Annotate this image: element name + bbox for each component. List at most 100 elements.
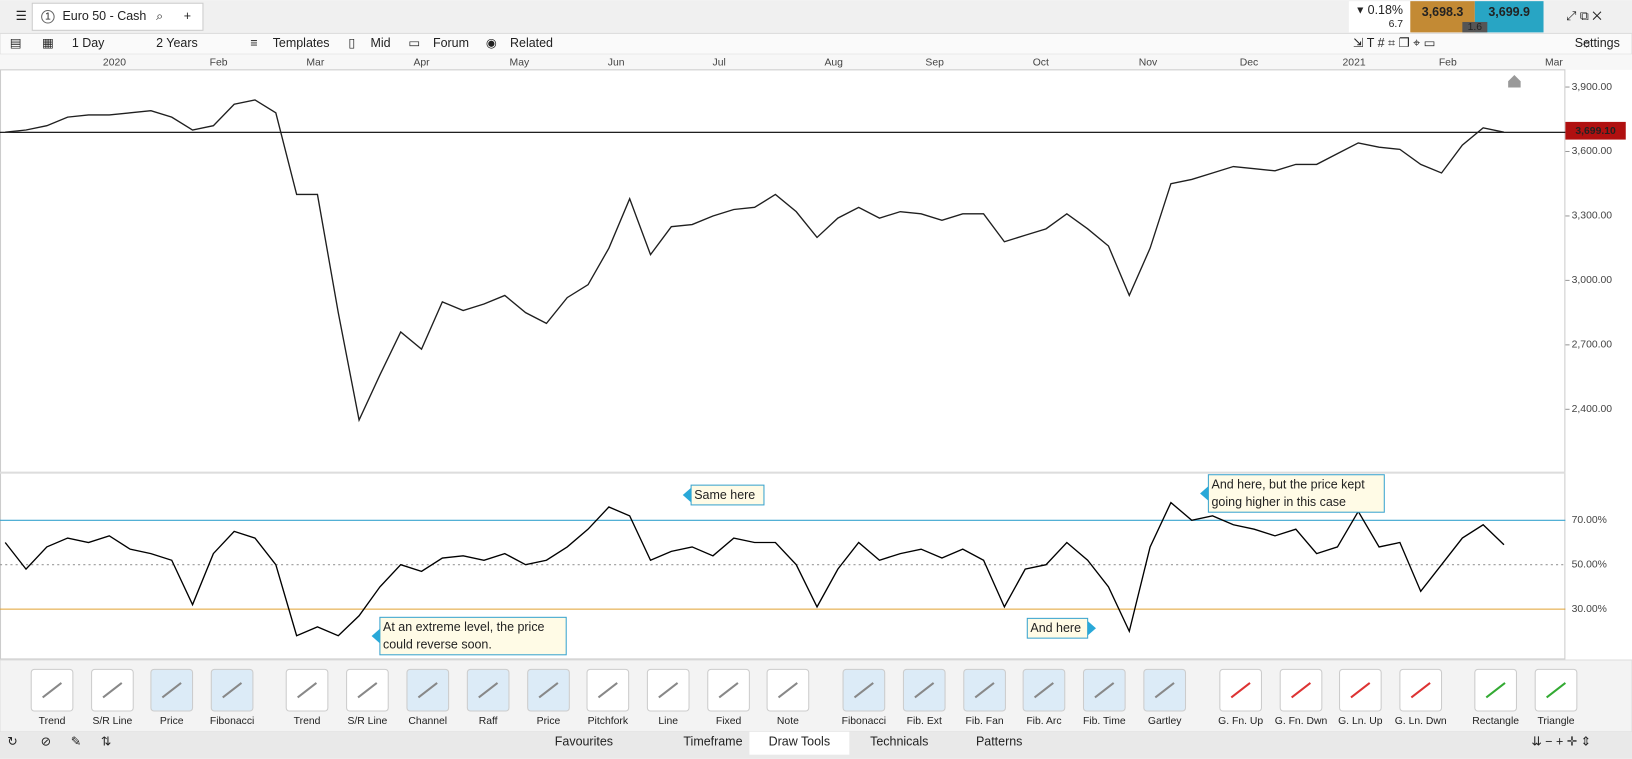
tool-label[interactable]: Price (537, 716, 561, 727)
window-controls[interactable]: ⤢ ⧉ ✕ (1565, 9, 1601, 23)
x-tick-label: Sep (925, 57, 944, 68)
instrument-tab[interactable] (31, 2, 204, 31)
toolbar-item[interactable]: Mid (371, 36, 391, 50)
layout-icon[interactable]: ▦ (42, 36, 54, 50)
annotation-pointer (682, 487, 692, 503)
arrows-icon[interactable]: ⇅ (101, 735, 111, 749)
tab[interactable]: Favourites (555, 735, 613, 749)
tool-label[interactable]: Raff (479, 716, 498, 727)
annotation-pointer (1200, 486, 1209, 501)
tool-label[interactable]: Gartley (1148, 716, 1182, 727)
tool-label[interactable]: Fib. Fan (966, 716, 1004, 727)
tool-label[interactable]: Fibonacci (842, 716, 886, 727)
tool-label[interactable]: Fib. Arc (1026, 716, 1061, 727)
tool-label[interactable]: G. Ln. Dwn (1395, 716, 1447, 727)
change-box (1348, 1, 1411, 33)
tool-label[interactable]: Trend (39, 716, 66, 727)
tool-label[interactable]: Line (658, 716, 678, 727)
tool-label[interactable]: Fib. Ext (907, 716, 942, 727)
tool-glyph (718, 682, 739, 699)
tool-label[interactable]: Fibonacci (210, 716, 254, 727)
zoom-icons[interactable]: ⇊ − + ✛ ⇕ (1531, 735, 1591, 749)
tool-label[interactable]: Channel (408, 716, 447, 727)
tool-glyph (1094, 682, 1115, 699)
active-tab (749, 731, 850, 755)
interval[interactable]: 1 Day (72, 36, 105, 50)
tab[interactable]: Technicals (870, 735, 928, 749)
buy-price[interactable]: 3,699.9 (1488, 5, 1530, 19)
tool-label[interactable]: Note (777, 716, 799, 727)
toolbar-item[interactable]: Forum (433, 36, 469, 50)
sell-price[interactable]: 3,698.3 (1422, 5, 1464, 19)
plot-frame (0, 69, 1566, 660)
settings-icon[interactable]: ☼ (1581, 36, 1592, 50)
tool-label[interactable]: S/R Line (347, 716, 387, 727)
y-tick-label: 3,600.00 (1572, 146, 1613, 157)
clear-icon[interactable]: ⊘ (41, 735, 51, 749)
toolbar-icon[interactable]: ◉ (486, 36, 497, 50)
x-tick-label: 2021 (1343, 57, 1366, 68)
settings[interactable]: Settings (1575, 36, 1620, 50)
panel-divider (0, 471, 1566, 474)
tool-glyph (658, 682, 679, 699)
range[interactable]: 2 Years (156, 36, 198, 50)
spread-box (1462, 21, 1488, 33)
instrument-name: Euro 50 - Cash (62, 9, 146, 23)
list-icon[interactable]: ▤ (10, 36, 22, 50)
current-price-box (1565, 121, 1626, 140)
tool-label[interactable]: Price (160, 716, 184, 727)
y-tick-label: 30.00% (1572, 604, 1607, 615)
tab[interactable]: Draw Tools (769, 735, 830, 749)
time-axis (0, 54, 1632, 70)
x-tick-label: Apr (413, 57, 430, 68)
annotation-box[interactable] (1207, 474, 1385, 513)
add-tab[interactable]: + (184, 9, 191, 23)
x-tick-label: Nov (1139, 57, 1158, 68)
x-tick-label: Jul (713, 57, 726, 68)
search-icon[interactable]: ⌕ (156, 9, 163, 23)
annotation-text: And here, but the price kept (1212, 477, 1366, 491)
annotation-box[interactable] (379, 616, 567, 656)
y-tick-label: 2,700.00 (1572, 340, 1613, 351)
x-tick-label: May (510, 57, 530, 68)
tool-glyph (1410, 682, 1431, 699)
change-percent: 0.18% (1368, 3, 1403, 17)
tool-glyph (161, 682, 182, 699)
toolbar-icon[interactable]: ▯ (348, 36, 355, 50)
annotation-text: going higher in this case (1212, 495, 1347, 509)
tool-label[interactable]: Triangle (1537, 716, 1574, 727)
down-arrow: ▼ (1355, 5, 1365, 16)
chart-tool-icons[interactable]: ⇲ T # ⌗ ❐ ⌖ ▭ (1353, 36, 1435, 50)
y-tick-label: 70.00% (1572, 515, 1607, 526)
annotation-text: could reverse soon. (383, 638, 492, 652)
refresh-icon[interactable]: ↻ (7, 735, 17, 749)
x-tick-label: Feb (210, 57, 228, 68)
toolbar-item[interactable]: Templates (273, 36, 330, 50)
y-tick-label: 50.00% (1572, 559, 1607, 570)
toolbar-icon[interactable]: ≡ (250, 36, 257, 50)
tool-label[interactable]: Fixed (716, 716, 742, 727)
tool-glyph (974, 682, 995, 699)
menu-icon[interactable]: ☰ (16, 9, 27, 23)
toolbar-item[interactable]: Related (510, 36, 553, 50)
pencil-icon[interactable]: ✎ (71, 735, 81, 749)
annotation-text: At an extreme level, the price (383, 620, 545, 634)
toolbar-icon[interactable]: ▭ (408, 36, 420, 50)
tool-label[interactable]: Trend (294, 716, 321, 727)
tool-label[interactable]: G. Ln. Up (1338, 716, 1383, 727)
tool-label[interactable]: G. Fn. Dwn (1275, 716, 1328, 727)
tool-label[interactable]: Fib. Time (1083, 716, 1126, 727)
tool-glyph (777, 682, 798, 699)
tab-number-circle (41, 10, 55, 24)
home-marker[interactable] (1508, 75, 1521, 88)
y-tick-label: 3,000.00 (1572, 275, 1613, 286)
tool-label[interactable]: Rectangle (1472, 716, 1519, 727)
tool-glyph (102, 682, 123, 699)
tab[interactable]: Timeframe (683, 735, 742, 749)
tool-label[interactable]: G. Fn. Up (1218, 716, 1263, 727)
tab[interactable]: Patterns (976, 735, 1022, 749)
series-line (5, 99, 1505, 423)
tool-label[interactable]: S/R Line (92, 716, 132, 727)
tool-label[interactable]: Pitchfork (588, 716, 629, 727)
